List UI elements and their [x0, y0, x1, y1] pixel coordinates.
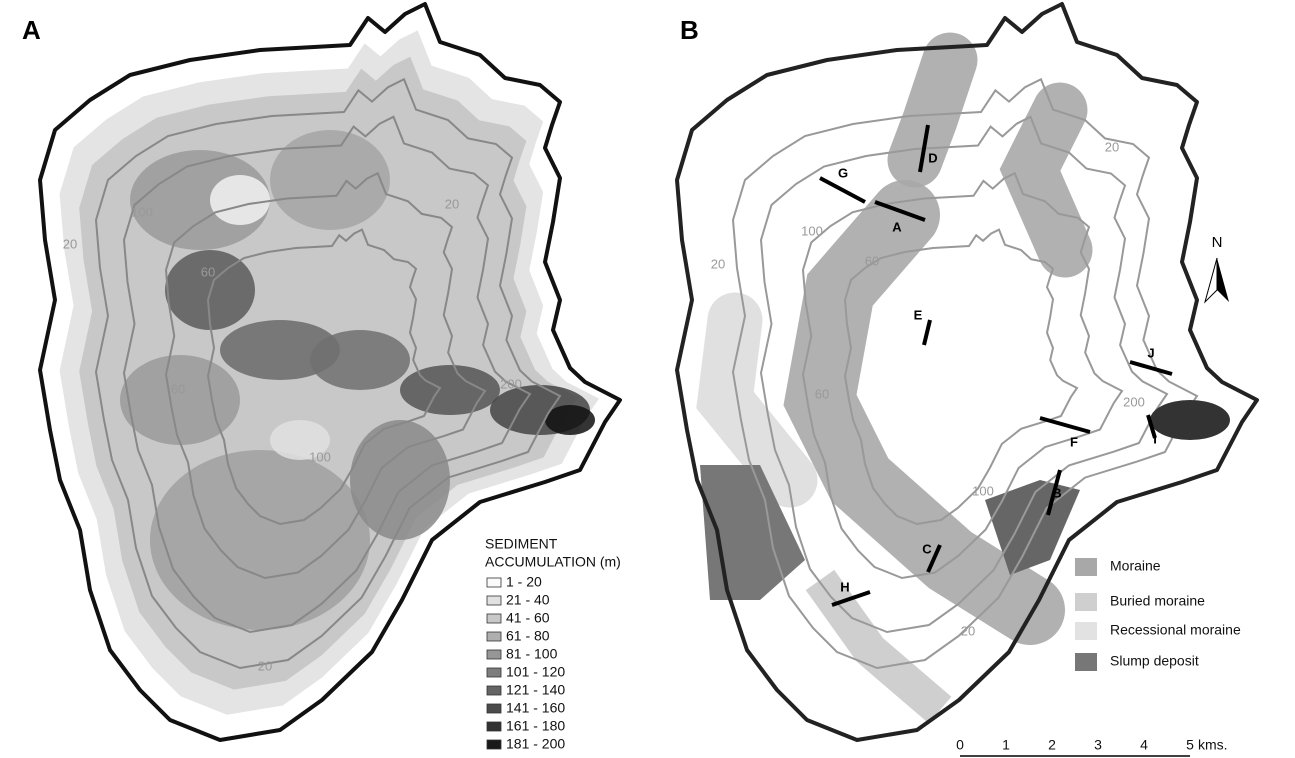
legend-swatch	[487, 632, 501, 641]
fill-shade	[120, 355, 240, 445]
legend-swatch	[1075, 653, 1097, 671]
legend-swatch	[487, 614, 501, 623]
north-arrow	[1205, 258, 1217, 302]
contour-label: 200	[500, 376, 522, 391]
legend-label: 121 - 140	[506, 682, 565, 698]
legend-swatch	[1075, 622, 1097, 640]
scale-tick-label: 4	[1140, 737, 1148, 753]
contour-label: 60	[171, 381, 185, 396]
legend-label: 1 - 20	[506, 574, 542, 590]
legend-swatch	[487, 596, 501, 605]
section-label: G	[838, 165, 848, 180]
legend-swatch	[487, 578, 501, 587]
section-label: J	[1147, 345, 1154, 360]
north-label: N	[1212, 234, 1223, 251]
section-label: F	[1070, 434, 1078, 449]
legend-title: SEDIMENT	[485, 536, 558, 552]
contour-label: 100	[801, 223, 823, 238]
fill-shade	[1150, 400, 1230, 440]
section-label: H	[840, 579, 849, 594]
legend-label: Moraine	[1110, 558, 1161, 574]
legend-label: Slump deposit	[1110, 653, 1199, 669]
legend-label: Recessional moraine	[1110, 622, 1241, 638]
contour-label: 100	[131, 204, 153, 219]
scale-tick-label: 2	[1048, 737, 1056, 753]
legend-swatch	[487, 650, 501, 659]
legend-swatch	[487, 740, 501, 749]
contour-label: 20	[1105, 139, 1119, 154]
legend-label: 21 - 40	[506, 592, 550, 608]
legend-swatch	[487, 668, 501, 677]
fill-shade	[545, 405, 595, 435]
section-label: B	[1052, 485, 1061, 500]
legend-label: 161 - 180	[506, 718, 565, 734]
legend-swatch	[1075, 558, 1097, 576]
fill-shade	[210, 175, 270, 225]
legend-swatch	[487, 686, 501, 695]
scale-tick-label: 5	[1186, 737, 1194, 753]
panel-label: B	[680, 15, 699, 45]
fill-shade	[270, 130, 390, 230]
legend-swatch	[487, 704, 501, 713]
contour-label: 100	[309, 449, 331, 464]
section-label: C	[922, 541, 932, 556]
contour-label: 60	[865, 253, 879, 268]
legend-swatch	[487, 722, 501, 731]
north-arrow	[1217, 258, 1229, 302]
scale-tick-label: 0	[956, 737, 964, 753]
contour-label: 20	[445, 196, 459, 211]
contour-label: 60	[201, 264, 215, 279]
scale-tick-label: 3	[1094, 737, 1102, 753]
contour-label: 20	[961, 623, 975, 638]
legend-label: Buried moraine	[1110, 593, 1205, 609]
moraine	[915, 60, 950, 160]
legend-label: 101 - 120	[506, 664, 565, 680]
legend-label: 81 - 100	[506, 646, 558, 662]
contour-label: 60	[815, 386, 829, 401]
section-label: E	[914, 307, 923, 322]
legend-title: ACCUMULATION (m)	[485, 554, 621, 570]
legend-label: 141 - 160	[506, 700, 565, 716]
section-label: D	[928, 150, 937, 165]
legend-swatch	[1075, 593, 1097, 611]
figure: A B 201006060100200202020100606020010020…	[0, 0, 1295, 758]
contour-label: 100	[972, 483, 994, 498]
contour-label: 20	[711, 256, 725, 271]
section-label: A	[892, 219, 902, 234]
contour-label: 20	[63, 236, 77, 251]
fill-shade	[310, 330, 410, 390]
contour-label: 200	[1123, 394, 1145, 409]
contour-label: 20	[258, 658, 272, 673]
legend-label: 41 - 60	[506, 610, 550, 626]
section-label: I	[1153, 431, 1157, 446]
panel-label: A	[22, 15, 41, 45]
legend-label: 181 - 200	[506, 736, 565, 752]
legend-label: 61 - 80	[506, 628, 550, 644]
scale-tick-label: 1	[1002, 737, 1010, 753]
scale-unit: kms.	[1198, 737, 1228, 753]
